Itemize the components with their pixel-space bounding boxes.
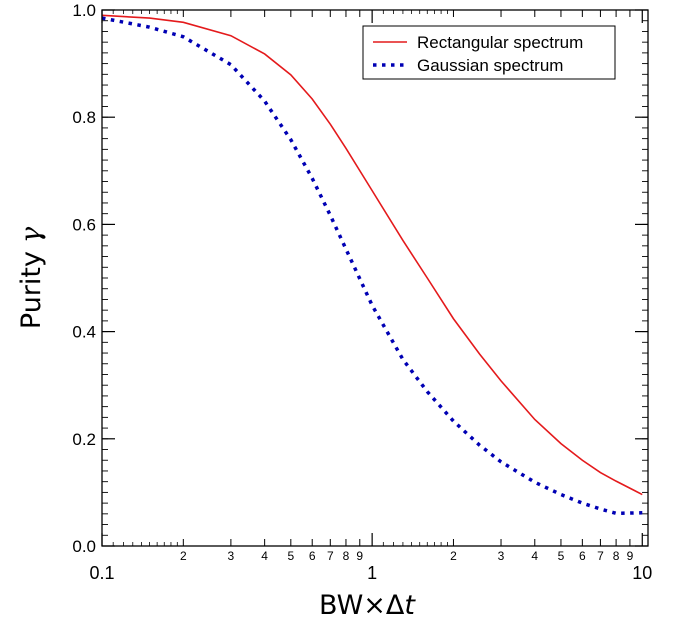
y-tick-label: 0.4 [72, 323, 96, 342]
legend-box [362, 25, 616, 80]
x-major-tick-label: 0.1 [89, 563, 114, 583]
x-minor-tick-label: 5 [287, 549, 294, 563]
x-minor-tick-label: 8 [613, 549, 620, 563]
y-tick-label: 0.2 [72, 430, 96, 449]
y-tick-label: 1.0 [72, 1, 96, 20]
plot-frame [101, 9, 649, 547]
y-tick-label: 0.0 [72, 537, 96, 556]
x-major-tick-label: 1 [367, 563, 377, 583]
series-line-gaussian [101, 16, 643, 516]
y-tick-label: 0.6 [72, 215, 96, 234]
y-axis-title: Purity γ [16, 226, 47, 329]
x-axis-title: BW×Δt [319, 590, 416, 621]
y-tick-label: 0.8 [72, 108, 96, 127]
legend-label-rectangular: Rectangular spectrum [417, 33, 583, 52]
y-axis-title-text: Purity [16, 251, 47, 329]
series-line-rectangular [101, 14, 643, 496]
x-minor-tick-label: 7 [597, 549, 604, 563]
x-axis-title-prefix: BW×Δ [319, 590, 405, 621]
x-minor-tick-label: 9 [627, 549, 634, 563]
x-major-tick-label: 10 [632, 563, 652, 583]
x-minor-tick-label: 9 [356, 549, 363, 563]
x-minor-tick-label: 3 [228, 549, 235, 563]
x-minor-tick-label: 8 [343, 549, 350, 563]
x-axis-title-symbol: t [404, 590, 416, 621]
x-minor-tick-label: 6 [579, 549, 586, 563]
tick-labels: 2 3 4 5 6 7 8 9 2 3 4 5 6 7 8 90.1 1 100.00.20.40.60.81.0 [72, 1, 652, 583]
legend-label-gaussian: Gaussian spectrum [417, 56, 563, 75]
major-ticks [101, 9, 648, 547]
minor-ticks [102, 9, 648, 547]
x-minor-tick-label: 4 [261, 549, 268, 563]
x-minor-tick-label: 2 [180, 549, 187, 563]
x-minor-tick-label: 6 [309, 549, 316, 563]
legend: Rectangular spectrum Gaussian spectrum [362, 25, 616, 80]
x-minor-tick-label: 3 [498, 549, 505, 563]
x-minor-tick-label: 4 [531, 549, 538, 563]
x-minor-tick-label: 5 [558, 549, 565, 563]
y-axis-title-symbol: γ [16, 226, 47, 243]
x-minor-tick-label: 2 [450, 549, 457, 563]
series-layer [101, 14, 643, 516]
x-minor-tick-label: 7 [327, 549, 334, 563]
